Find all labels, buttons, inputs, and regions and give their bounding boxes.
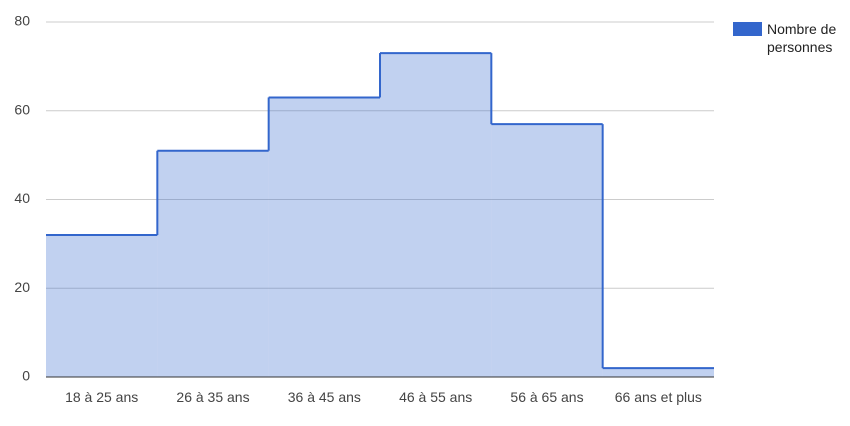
y-tick-label: 60 [14, 101, 30, 117]
legend-label: Nombre de personnes [767, 21, 837, 55]
y-tick-label: 80 [14, 13, 30, 29]
step-area [157, 150, 269, 377]
x-tick-label: 18 à 25 ans [65, 389, 139, 405]
step-area [46, 235, 158, 377]
legend-swatch [733, 22, 762, 36]
y-tick-label: 20 [14, 279, 30, 295]
step-area [491, 124, 603, 377]
step-area [380, 53, 492, 377]
x-tick-label: 36 à 45 ans [287, 389, 361, 405]
y-tick-label: 40 [14, 190, 30, 206]
x-tick-label: 66 ans et plus [614, 389, 702, 405]
x-tick-label: 46 à 55 ans [399, 389, 473, 405]
x-tick-label: 56 à 65 ans [510, 389, 584, 405]
step-area [268, 97, 380, 377]
y-tick-label: 0 [22, 368, 30, 384]
x-tick-label: 26 à 35 ans [176, 389, 250, 405]
step-area [602, 368, 714, 377]
